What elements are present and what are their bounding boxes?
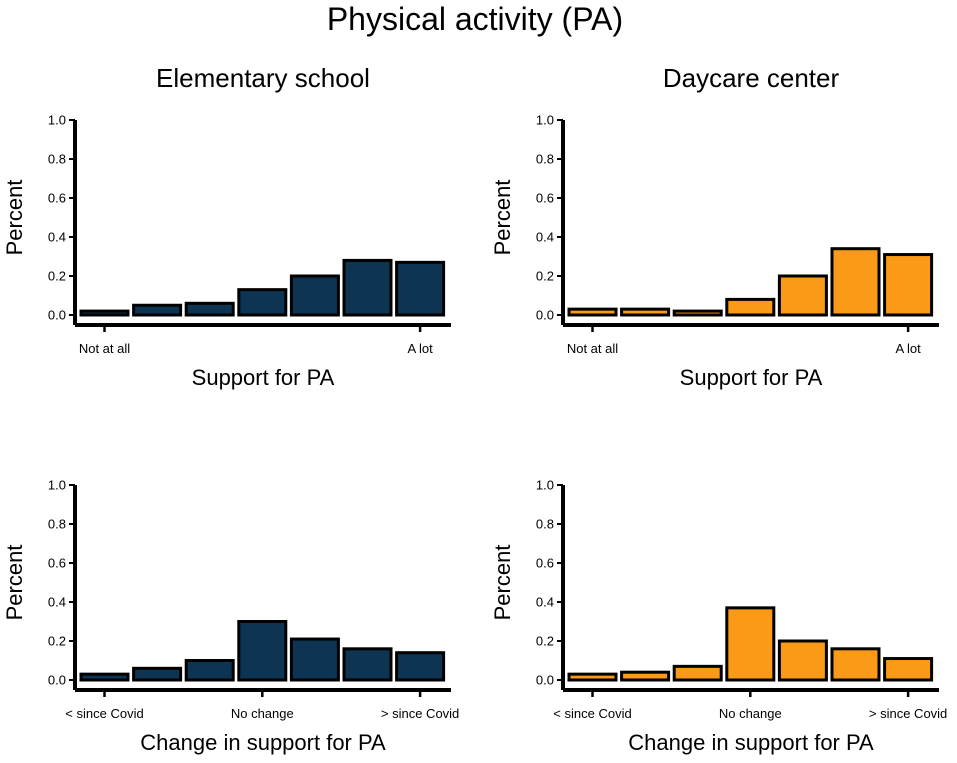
panel-elementary-change: Percent 0.0 0.2 0.4 0.6 0.8 1.0 < since Covid No… — [2, 478, 459, 756]
x-axis-label: Support for PA — [192, 365, 335, 390]
y-tick-label: 1.0 — [48, 113, 66, 128]
x-tick-label: < since Covid — [553, 706, 631, 721]
x-axis-label: Support for PA — [680, 365, 823, 390]
y-tick-label: 0.8 — [536, 152, 554, 167]
bar — [672, 664, 723, 682]
y-tick-label: 1.0 — [536, 113, 554, 128]
x-tick-label: No change — [719, 706, 782, 721]
bar — [184, 301, 235, 317]
bar — [79, 672, 130, 682]
bar — [395, 651, 446, 682]
x-tick-label: A lot — [407, 341, 433, 356]
y-tick-label: 0.2 — [48, 634, 66, 649]
y-tick-label: 0.0 — [48, 673, 66, 688]
bar — [620, 307, 671, 317]
x-axis-label: Change in support for PA — [140, 730, 386, 755]
panel-daycare-change: Percent 0.0 0.2 0.4 0.6 0.8 1.0 < since Covid No… — [490, 478, 947, 756]
bar — [777, 639, 828, 682]
bar — [342, 647, 393, 682]
x-tick-label: A lot — [895, 341, 921, 356]
y-axis-label: Percent — [490, 545, 515, 621]
y-tick-label: 1.0 — [48, 478, 66, 493]
bar — [184, 659, 235, 682]
panel-title: Elementary school — [156, 63, 370, 93]
y-tick-label: 0.2 — [536, 634, 554, 649]
y-tick-label: 0.8 — [536, 517, 554, 532]
y-tick-label: 0.0 — [536, 673, 554, 688]
bar — [777, 274, 828, 317]
bar — [567, 307, 618, 317]
y-tick-label: 0.4 — [48, 595, 66, 610]
bar — [725, 297, 776, 317]
x-axis-label: Change in support for PA — [628, 730, 874, 755]
figure-title: Physical activity (PA) — [327, 1, 623, 37]
y-tick-label: 0.8 — [48, 517, 66, 532]
x-tick-label: > since Covid — [869, 706, 947, 721]
bar — [289, 274, 340, 317]
y-axis-label: Percent — [2, 180, 27, 256]
y-tick-label: 0.8 — [48, 152, 66, 167]
bar — [132, 303, 183, 317]
panel-elementary-support: Elementary school Percent 0.0 0.2 0.4 0.6 0.8 1… — [2, 63, 451, 390]
x-tick-label: No change — [231, 706, 294, 721]
y-tick-label: 0.6 — [48, 556, 66, 571]
panel-daycare-support: Daycare center Percent 0.0 0.2 0.4 0.6 0.8 1.0 N… — [490, 63, 939, 390]
y-tick-label: 0.0 — [48, 308, 66, 323]
y-tick-label: 0.6 — [536, 191, 554, 206]
bar — [672, 309, 723, 317]
y-axis-label: Percent — [490, 180, 515, 256]
y-tick-label: 1.0 — [536, 478, 554, 493]
x-tick-label: Not at all — [79, 341, 130, 356]
y-tick-label: 0.4 — [536, 230, 554, 245]
y-tick-label: 0.4 — [536, 595, 554, 610]
bar — [237, 620, 288, 682]
bar — [342, 258, 393, 317]
y-tick-label: 0.0 — [536, 308, 554, 323]
y-axis-label: Percent — [2, 545, 27, 621]
y-tick-label: 0.2 — [536, 269, 554, 284]
bar — [725, 606, 776, 682]
bar — [567, 672, 618, 682]
bar — [883, 253, 934, 317]
bar — [620, 670, 671, 682]
x-tick-label: Not at all — [567, 341, 618, 356]
y-tick-label: 0.2 — [48, 269, 66, 284]
bar — [79, 309, 130, 317]
x-tick-label: > since Covid — [381, 706, 459, 721]
y-tick-label: 0.6 — [536, 556, 554, 571]
bar — [830, 647, 881, 682]
bar — [883, 657, 934, 682]
bar — [132, 666, 183, 682]
y-tick-label: 0.4 — [48, 230, 66, 245]
panel-title: Daycare center — [663, 63, 840, 93]
bar — [395, 260, 446, 317]
x-tick-label: < since Covid — [65, 706, 143, 721]
y-tick-label: 0.6 — [48, 191, 66, 206]
bar — [237, 288, 288, 317]
bar — [830, 247, 881, 317]
bar — [289, 637, 340, 682]
